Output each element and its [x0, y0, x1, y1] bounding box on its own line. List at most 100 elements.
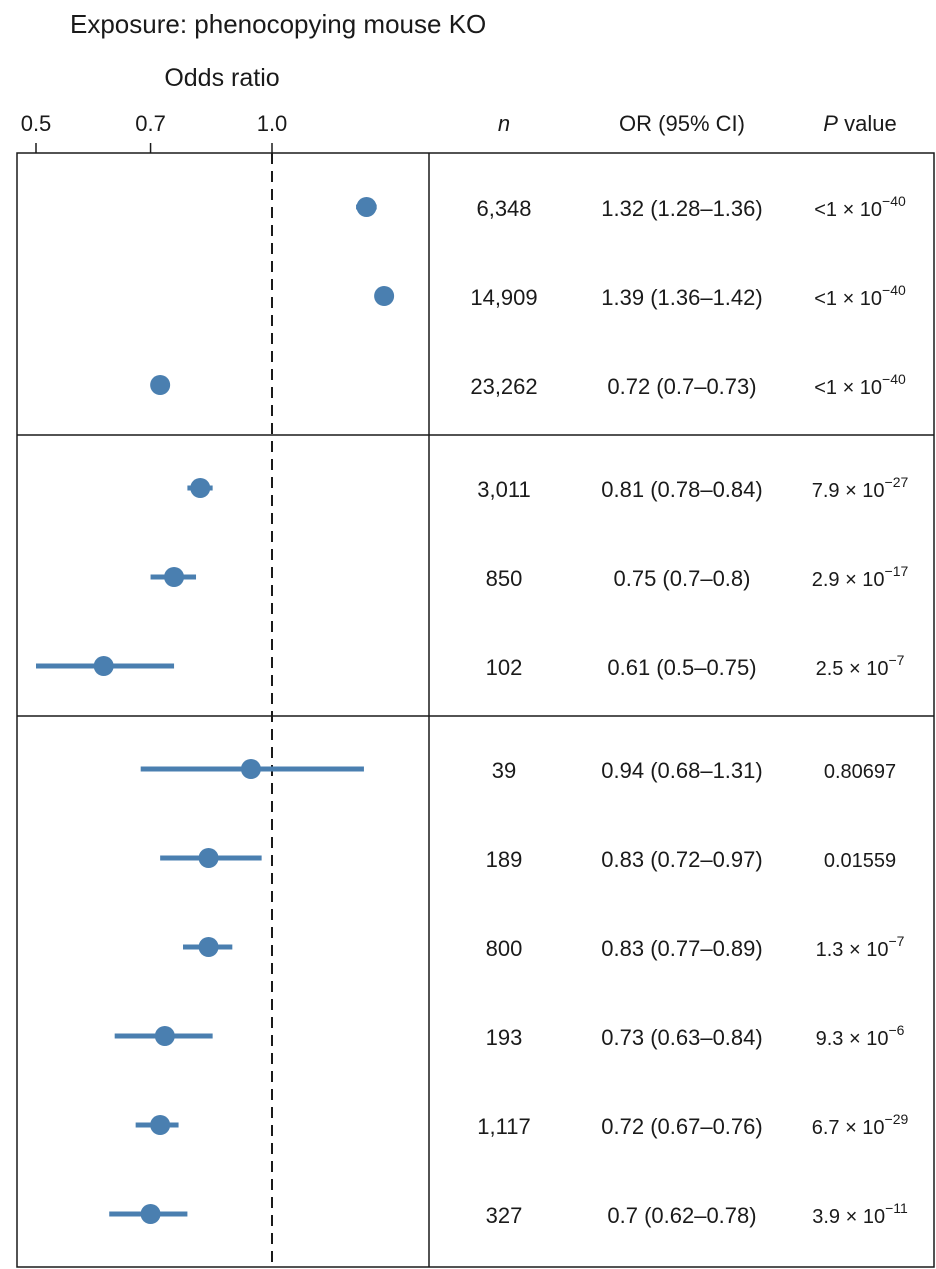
cell-p-value: 0.80697 [824, 761, 896, 783]
cell-p-value: <1 × 10−40 [814, 282, 906, 310]
cell-p-value: <1 × 10−40 [814, 371, 906, 399]
figure-title: Exposure: phenocopying mouse KO [70, 9, 486, 39]
cell-or-ci: 0.94 (0.68–1.31) [601, 758, 762, 783]
p-value-exponent: −7 [888, 652, 904, 668]
p-value-base: 2.9 × 10 [812, 569, 885, 591]
or-point [140, 1204, 161, 1224]
or-point [164, 567, 185, 587]
table-row: 800 0.83 (0.77–0.89) 1.3 × 10−7 [183, 933, 905, 961]
cell-p-value: 2.9 × 10−17 [812, 563, 909, 591]
row-group: 39 0.94 (0.68–1.31) 0.80697 189 0.83 (0.72–0… [109, 758, 909, 1228]
cell-or-ci: 0.75 (0.7–0.8) [614, 566, 751, 591]
table-row: 39 0.94 (0.68–1.31) 0.80697 [140, 758, 896, 783]
table-row: 189 0.83 (0.72–0.97) 0.01559 [160, 847, 896, 872]
table-row: 23,262 0.72 (0.7–0.73) <1 × 10−40 [150, 371, 906, 399]
p-value-base: 7.9 × 10 [812, 480, 885, 502]
or-point [154, 1026, 175, 1046]
p-value-exponent: −27 [885, 474, 909, 490]
cell-or-ci: 0.72 (0.7–0.73) [607, 374, 756, 399]
p-value-exponent: −40 [882, 371, 906, 387]
or-point [240, 759, 261, 779]
cell-p-value: 6.7 × 10−29 [812, 1111, 909, 1139]
p-value-base: <1 × 10 [814, 199, 882, 221]
cell-n: 39 [492, 758, 516, 783]
cell-n: 850 [486, 566, 523, 591]
p-value-base: 3.9 × 10 [812, 1206, 885, 1228]
p-value-base: <1 × 10 [814, 288, 882, 310]
cell-n: 14,909 [470, 285, 537, 310]
table-row: 1,117 0.72 (0.67–0.76) 6.7 × 10−29 [135, 1111, 909, 1139]
p-value-base: 0.01559 [824, 850, 896, 872]
cell-or-ci: 0.73 (0.63–0.84) [601, 1025, 762, 1050]
column-header-p-letter: P [823, 111, 838, 136]
cell-p-value: 0.01559 [824, 850, 896, 872]
cell-n: 6,348 [476, 196, 531, 221]
or-point [190, 478, 211, 498]
or-point [198, 937, 219, 957]
table-row: 850 0.75 (0.7–0.8) 2.9 × 10−17 [150, 563, 909, 591]
cell-n: 193 [486, 1025, 523, 1050]
cell-or-ci: 0.83 (0.72–0.97) [601, 847, 762, 872]
cell-or-ci: 1.39 (1.36–1.42) [601, 285, 762, 310]
column-header-or: OR (95% CI) [619, 111, 745, 136]
p-value-base: 6.7 × 10 [812, 1117, 885, 1139]
cell-n: 327 [486, 1203, 523, 1228]
p-value-base: 1.3 × 10 [816, 939, 889, 961]
or-point [356, 197, 377, 217]
cell-or-ci: 1.32 (1.28–1.36) [601, 196, 762, 221]
p-value-exponent: −40 [882, 282, 906, 298]
plot-border [16, 152, 935, 1268]
cell-or-ci: 0.81 (0.78–0.84) [601, 477, 762, 502]
x-axis-label: Odds ratio [164, 64, 279, 92]
column-header-p: P value [823, 111, 896, 136]
p-value-base: 0.80697 [824, 761, 896, 783]
cell-p-value: 3.9 × 10−11 [812, 1200, 908, 1228]
p-value-exponent: −11 [885, 1200, 908, 1216]
cell-or-ci: 0.83 (0.77–0.89) [601, 936, 762, 961]
x-axis-ticks: 0.5 0.7 1.0 [21, 111, 288, 153]
or-point [374, 286, 395, 306]
table-row: 193 0.73 (0.63–0.84) 9.3 × 10−6 [114, 1022, 905, 1050]
p-value-exponent: −6 [888, 1022, 904, 1038]
table-row: 102 0.61 (0.5–0.75) 2.5 × 10−7 [36, 652, 905, 680]
cell-n: 189 [486, 847, 523, 872]
cell-p-value: 7.9 × 10−27 [812, 474, 909, 502]
or-point [198, 848, 219, 868]
table-row: 327 0.7 (0.62–0.78) 3.9 × 10−11 [109, 1200, 908, 1228]
p-value-exponent: −29 [885, 1111, 909, 1127]
p-value-exponent: −17 [885, 563, 909, 579]
plot-frame [16, 152, 935, 1268]
p-value-base: 9.3 × 10 [816, 1028, 889, 1050]
p-value-exponent: −40 [882, 193, 906, 209]
cell-p-value: 2.5 × 10−7 [816, 652, 905, 680]
x-tick-label: 1.0 [257, 111, 288, 136]
row-group: 3,011 0.81 (0.78–0.84) 7.9 × 10−27 850 0.75 … [36, 474, 909, 680]
cell-or-ci: 0.7 (0.62–0.78) [607, 1203, 756, 1228]
p-value-exponent: −7 [888, 933, 904, 949]
x-tick-label: 0.5 [21, 111, 52, 136]
cell-n: 23,262 [470, 374, 537, 399]
cell-p-value: <1 × 10−40 [814, 193, 906, 221]
p-value-base: 2.5 × 10 [816, 658, 889, 680]
column-header-n: n [498, 111, 510, 136]
table-row: 14,909 1.39 (1.36–1.42) <1 × 10−40 [374, 282, 906, 310]
x-tick-label: 0.7 [135, 111, 166, 136]
or-point [150, 1115, 171, 1135]
cell-or-ci: 0.61 (0.5–0.75) [607, 655, 756, 680]
cell-p-value: 1.3 × 10−7 [816, 933, 905, 961]
or-point [93, 656, 114, 676]
column-header-p-rest: value [838, 111, 897, 136]
p-value-base: <1 × 10 [814, 377, 882, 399]
cell-n: 3,011 [477, 477, 530, 502]
or-point [150, 375, 171, 395]
cell-or-ci: 0.72 (0.67–0.76) [601, 1114, 762, 1139]
cell-p-value: 9.3 × 10−6 [816, 1022, 905, 1050]
cell-n: 800 [486, 936, 523, 961]
table-row: 6,348 1.32 (1.28–1.36) <1 × 10−40 [356, 193, 906, 221]
cell-n: 1,117 [477, 1114, 530, 1139]
table-row: 3,011 0.81 (0.78–0.84) 7.9 × 10−27 [187, 474, 909, 502]
cell-n: 102 [486, 655, 523, 680]
